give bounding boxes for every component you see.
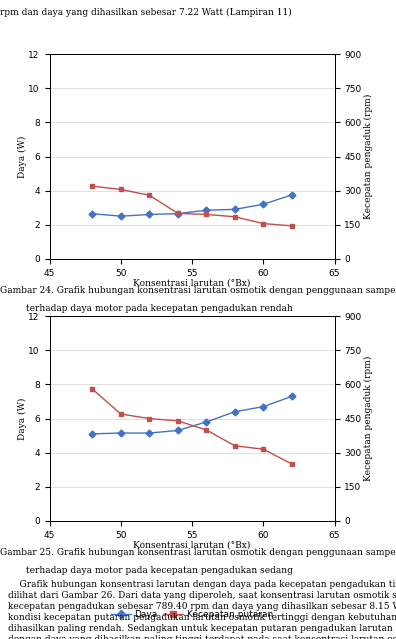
Text: terhadap daya motor pada kecepatan pengadukan sedang: terhadap daya motor pada kecepatan penga… (0, 566, 293, 575)
Text: Grafik hubungan konsentrasi larutan dengan daya pada kecepatan pengadukan tinggi: Grafik hubungan konsentrasi larutan deng… (8, 580, 396, 639)
Y-axis label: Kecepatan pengaduk (rpm): Kecepatan pengaduk (rpm) (364, 94, 373, 219)
X-axis label: Konsentrasi larutan (°Bx): Konsentrasi larutan (°Bx) (133, 541, 251, 550)
Legend: Daya, Kecepatan putaran: Daya, Kecepatan putaran (108, 344, 276, 360)
Y-axis label: Daya (W): Daya (W) (18, 135, 27, 178)
Y-axis label: Daya (W): Daya (W) (18, 397, 27, 440)
Text: terhadap daya motor pada kecepatan pengadukan rendah: terhadap daya motor pada kecepatan penga… (0, 304, 293, 313)
X-axis label: Konsentrasi larutan (°Bx): Konsentrasi larutan (°Bx) (133, 279, 251, 288)
Text: Gambar 25. Grafik hubungan konsentrasi larutan osmotik dengan penggunaan sampel : Gambar 25. Grafik hubungan konsentrasi l… (0, 548, 396, 557)
Text: Gambar 24. Grafik hubungan konsentrasi larutan osmotik dengan penggunaan sampel : Gambar 24. Grafik hubungan konsentrasi l… (0, 286, 396, 295)
Legend: Daya, Kecepatan putaran: Daya, Kecepatan putaran (108, 606, 276, 622)
Y-axis label: Kecepatan pengaduk (rpm): Kecepatan pengaduk (rpm) (364, 356, 373, 481)
Text: rpm dan daya yang dihasilkan sebesar 7.22 Watt (Lampiran 11): rpm dan daya yang dihasilkan sebesar 7.2… (0, 8, 292, 17)
